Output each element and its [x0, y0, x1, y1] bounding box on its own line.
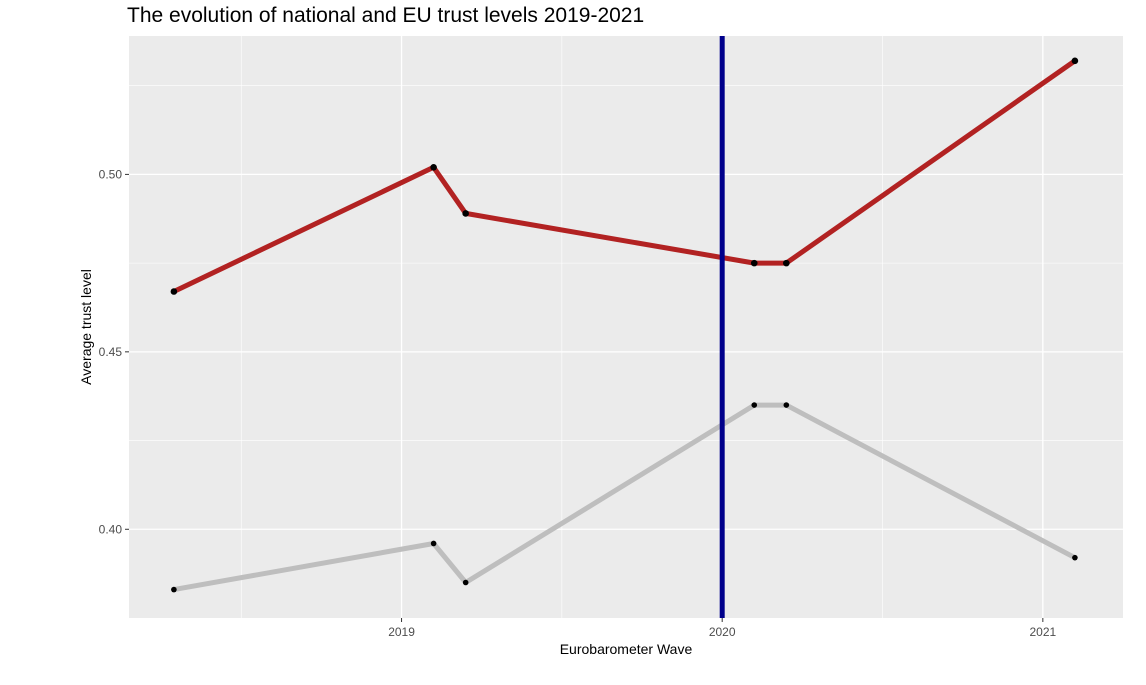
x-tick-label-0: 2019 [388, 625, 415, 639]
y-tick-label-2: 0.50 [99, 167, 123, 181]
data-point-s0-1 [430, 164, 437, 171]
y-tick-label-0: 0.40 [99, 522, 123, 536]
series-line-1 [173, 402, 1077, 593]
data-point-s0-2 [462, 210, 469, 217]
x-axis-title: Eurobarometer Wave [560, 641, 693, 657]
chart-title: The evolution of national and EU trust l… [127, 4, 645, 27]
minor-gridlines [129, 36, 1123, 618]
data-point-s1-2 [462, 579, 469, 586]
axis-tick-labels: 2019 2020 2021 0.40 0.45 0.50 [99, 167, 1057, 639]
data-point-s0-4 [783, 259, 790, 267]
series-line-0 [172, 58, 1077, 294]
x-tick-label-2: 2021 [1029, 625, 1056, 639]
y-axis-title: Average trust level [78, 269, 94, 385]
data-point-s0-5 [1071, 57, 1079, 65]
plot-panel [129, 36, 1123, 618]
data-point-s1-0 [171, 586, 177, 593]
data-point-s1-1 [430, 540, 437, 547]
series-layer [172, 58, 1077, 593]
y-tick-label-1: 0.45 [99, 345, 123, 359]
major-gridlines [129, 36, 1123, 618]
data-point-s1-4 [783, 402, 790, 408]
x-tick-label-1: 2020 [709, 625, 736, 639]
data-point-s1-5 [1072, 554, 1078, 561]
data-point-s1-3 [751, 402, 758, 408]
data-point-s0-3 [750, 259, 758, 267]
points-layer [170, 57, 1079, 593]
data-point-s0-0 [170, 288, 178, 295]
axis-ticks [125, 173, 1044, 622]
